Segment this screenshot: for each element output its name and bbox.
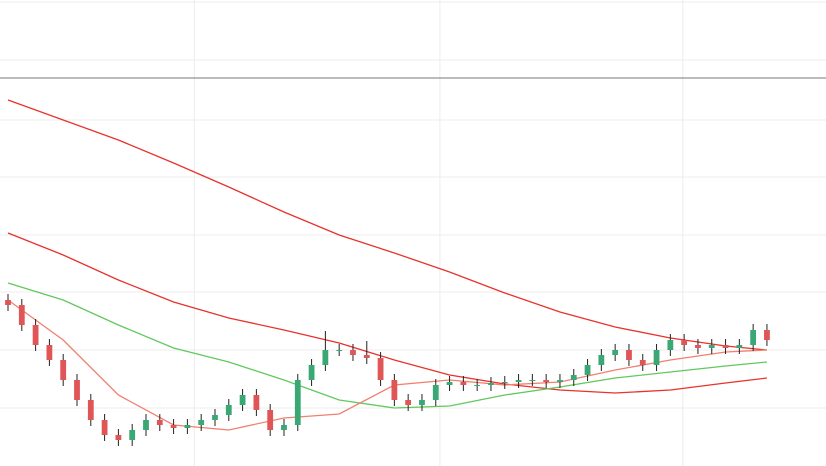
- candle-body: [557, 380, 563, 382]
- candle-body: [667, 340, 674, 350]
- candle-body: [322, 350, 329, 365]
- candle-body: [46, 345, 53, 360]
- moving-average-line: [7, 99, 768, 351]
- candle-body: [543, 380, 550, 382]
- candle-body: [5, 300, 11, 305]
- candle-body: [60, 360, 67, 380]
- candle-body: [212, 415, 218, 420]
- candle-body: [446, 382, 453, 385]
- candle-body: [432, 385, 439, 400]
- candle-body: [612, 350, 619, 355]
- candle-body: [253, 395, 260, 410]
- candle-body: [653, 350, 660, 365]
- candle-body: [377, 358, 384, 380]
- candle-body: [626, 350, 632, 360]
- candle-body: [598, 355, 605, 365]
- candle-body: [18, 305, 25, 325]
- candle-body: [101, 420, 108, 435]
- moving-average-line: [7, 299, 767, 431]
- candle-body: [239, 395, 246, 405]
- candle-body: [695, 345, 701, 348]
- candle-body: [391, 380, 398, 400]
- candle-body: [143, 420, 149, 430]
- candle-body: [350, 350, 356, 355]
- candle-body: [281, 425, 287, 430]
- candle-body: [32, 325, 39, 345]
- candle-body: [708, 345, 715, 348]
- candle-body: [722, 345, 729, 348]
- candle-body: [584, 365, 591, 375]
- candle-body: [308, 365, 315, 380]
- candle-body: [225, 405, 232, 415]
- candle-body: [198, 420, 205, 425]
- candle-body: [74, 380, 80, 400]
- candle-body: [294, 380, 301, 425]
- candle-body: [750, 330, 757, 345]
- candle-body: [460, 382, 467, 385]
- candle-body: [170, 425, 177, 428]
- candle-body: [515, 380, 522, 382]
- candle-body: [156, 420, 163, 425]
- candle-body: [184, 425, 191, 428]
- candle-body: [501, 382, 508, 383]
- candle-body: [363, 355, 370, 358]
- moving-average-line: [7, 282, 768, 409]
- candle-body: [639, 360, 646, 365]
- candle-body: [336, 350, 343, 351]
- candle-body: [681, 340, 688, 345]
- candle-body: [129, 430, 136, 440]
- candle-body: [405, 400, 412, 405]
- candle-body: [115, 435, 122, 440]
- candle-body: [736, 345, 743, 348]
- candle-body: [764, 330, 770, 340]
- candle-body: [488, 383, 494, 385]
- candle-body: [87, 400, 94, 420]
- moving-average-line: [7, 232, 768, 394]
- candle-body: [419, 400, 425, 405]
- candle-body: [267, 410, 274, 430]
- candle-body: [529, 380, 536, 381]
- candle-body: [474, 385, 481, 386]
- candle-body: [570, 375, 577, 380]
